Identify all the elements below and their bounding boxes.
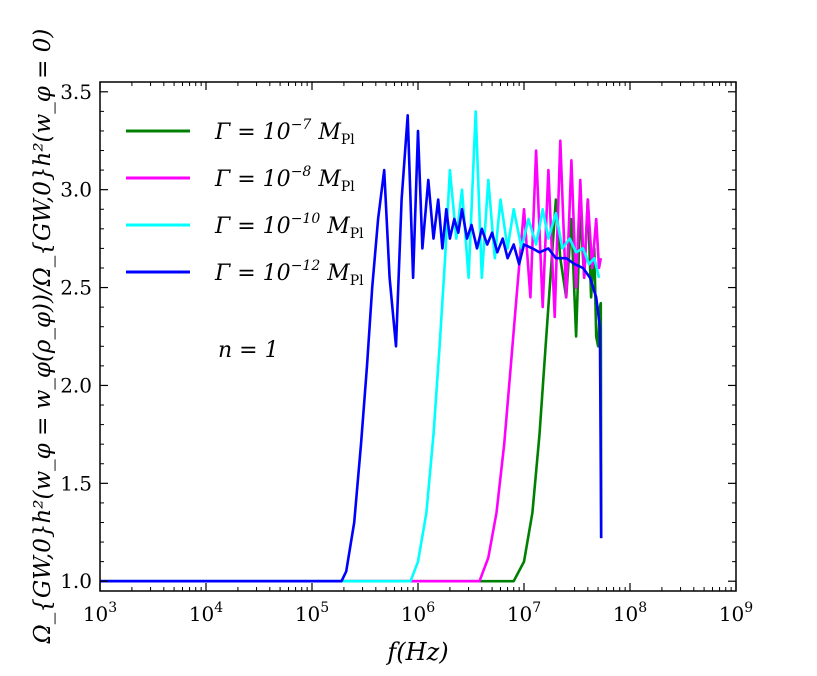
x-axis-label: f(Hz): [385, 638, 448, 666]
series-layer: [100, 110, 603, 583]
y-tick-label: 3.5: [60, 80, 92, 104]
x-tick-label: 103: [83, 600, 117, 626]
legend-label-3: Γ = 10−10 MPl: [214, 211, 364, 242]
legend-label-4: Γ = 10−12 MPl: [214, 258, 364, 289]
series-line-2: [100, 139, 603, 583]
series-line-1: [100, 198, 603, 583]
legend-label-2: Γ = 10−8 MPl: [214, 164, 355, 195]
x-tick-label: 104: [189, 600, 223, 626]
tick-layer: 103 104 105 106 107 108 109 1.0 1.5 2.0 2.5 3.0 3.5: [60, 80, 753, 626]
x-tick-label: 109: [719, 600, 753, 626]
legend-label-1: Γ = 10−7 MPl: [214, 117, 355, 148]
series-line-4: [100, 114, 603, 583]
legend: Γ = 10−7 MPl Γ = 10−8 MPl Γ = 10−10 MPl Γ =…: [126, 117, 364, 289]
y-tick-label: 2.5: [60, 276, 92, 300]
x-tick-label: 107: [507, 600, 541, 626]
y-tick-label: 2.0: [60, 373, 92, 397]
series-line-3: [100, 110, 601, 583]
y-tick-label: 3.0: [60, 178, 92, 202]
y-axis-label: Ω_{GW,0}h²(w_φ = w_φ(ρ_φ))/Ω_{GW,0}h²(w_…: [30, 29, 56, 645]
x-tick-label: 106: [401, 600, 435, 626]
y-tick-label: 1.0: [60, 569, 92, 593]
x-tick-label: 108: [613, 600, 647, 626]
y-tick-label: 1.5: [60, 471, 92, 495]
annotation-n: n = 1: [218, 338, 279, 363]
x-tick-label: 105: [295, 600, 329, 626]
